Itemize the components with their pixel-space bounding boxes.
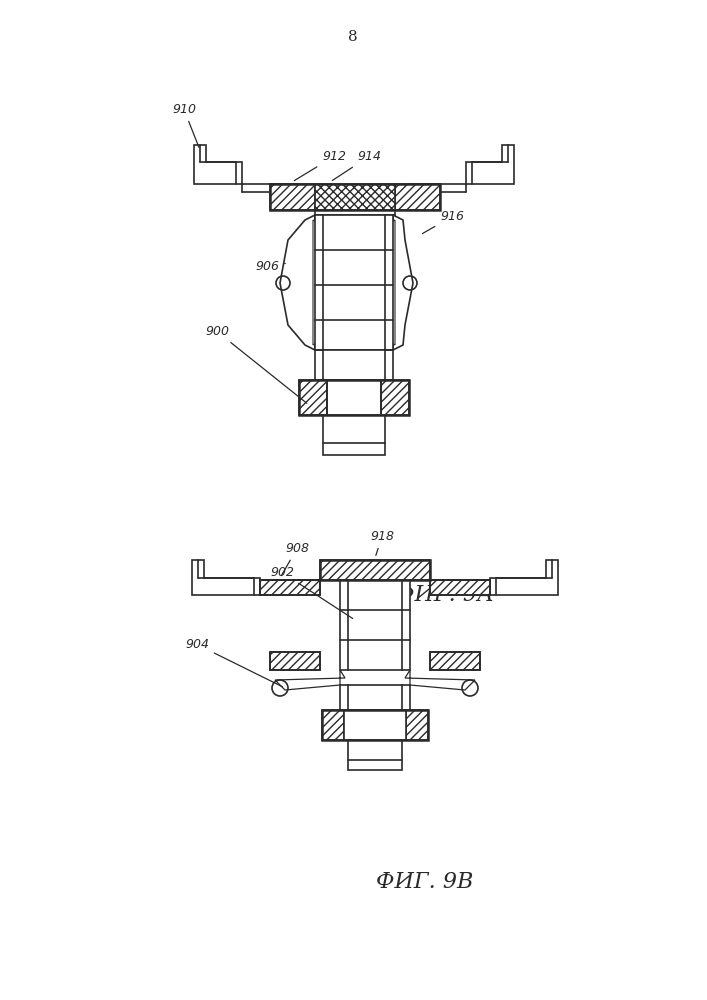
Bar [430,652,480,670]
Polygon shape [313,220,333,345]
Bar [395,184,440,210]
Text: 904: 904 [185,638,283,687]
Bar [430,580,490,595]
Bar [299,380,327,415]
Bar [340,580,410,670]
Bar [327,380,381,415]
Bar [348,740,402,770]
Bar [315,184,395,210]
Polygon shape [194,145,242,184]
Bar [381,380,409,415]
Text: ФИГ. 9В: ФИГ. 9В [375,871,473,893]
Polygon shape [466,145,514,184]
Text: 908: 908 [281,542,309,576]
Bar [323,415,385,455]
Polygon shape [192,560,260,595]
Text: 900: 900 [205,325,307,403]
Bar [344,710,406,740]
Text: 8: 8 [348,30,358,44]
Polygon shape [275,670,345,690]
Bar [322,710,428,740]
Bar [320,560,430,580]
Bar [260,580,320,595]
Bar [320,560,430,580]
Bar [299,380,409,415]
Text: 906: 906 [255,260,285,273]
Text: 914: 914 [332,150,381,180]
Text: 912: 912 [294,150,346,181]
Polygon shape [375,220,395,345]
Bar [406,710,428,740]
Bar [270,652,320,670]
Text: 918: 918 [370,530,394,555]
Polygon shape [490,560,558,595]
Text: 916: 916 [422,210,464,234]
Text: 910: 910 [172,103,199,147]
Bar [430,580,490,595]
Bar [322,710,344,740]
Bar [430,652,480,670]
Polygon shape [405,670,475,690]
Text: 902: 902 [270,566,353,618]
Bar [270,652,320,670]
Text: ФИГ. 9А: ФИГ. 9А [397,584,494,606]
Bar [270,184,315,210]
Bar [348,685,402,710]
Polygon shape [393,215,413,350]
Bar [260,580,320,595]
Bar [323,350,385,380]
Bar [315,215,393,350]
Polygon shape [280,215,315,350]
Bar [270,184,440,210]
